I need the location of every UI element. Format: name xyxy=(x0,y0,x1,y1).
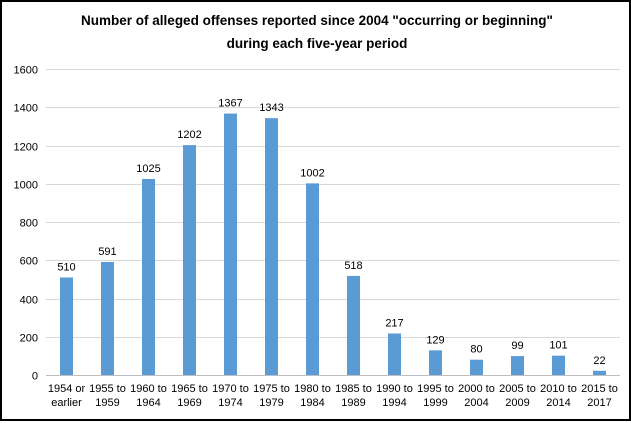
bar xyxy=(224,113,237,375)
x-tick-label: 1954 or xyxy=(48,383,86,395)
x-tick-label: 2004 xyxy=(464,397,488,409)
x-tick-label: 1994 xyxy=(382,397,406,409)
chart-title-line-2: during each five-year period xyxy=(227,36,408,51)
bar xyxy=(60,277,73,375)
gridlines xyxy=(46,69,620,338)
x-tick-label: 2017 xyxy=(587,397,611,409)
data-label: 591 xyxy=(98,246,116,258)
data-label: 99 xyxy=(511,340,523,352)
y-tick-label: 1400 xyxy=(14,103,38,115)
x-tick-label: 1980 to xyxy=(294,383,331,395)
data-label: 1367 xyxy=(218,98,242,110)
x-tick-label: 2005 to xyxy=(499,383,536,395)
data-label: 1025 xyxy=(136,163,160,175)
data-label: 101 xyxy=(549,340,567,352)
data-label: 129 xyxy=(426,334,444,346)
y-tick-label: 1000 xyxy=(14,180,38,192)
data-label: 510 xyxy=(57,261,75,273)
x-tick-label: 1970 to xyxy=(212,383,249,395)
bar xyxy=(593,370,606,375)
bar xyxy=(388,333,401,375)
y-tick-label: 400 xyxy=(20,295,38,307)
x-tick-label: 2014 xyxy=(546,397,570,409)
x-tick-label: 1969 xyxy=(177,397,201,409)
x-tick-label: 2000 to xyxy=(458,383,495,395)
bar xyxy=(306,183,319,375)
x-tick-label: 1965 to xyxy=(171,383,208,395)
data-label: 1202 xyxy=(177,129,201,141)
bar xyxy=(183,145,196,375)
x-tick-label: 1984 xyxy=(300,397,324,409)
bar xyxy=(101,261,114,375)
x-tick-label: 1985 to xyxy=(335,383,372,395)
x-tick-label: 1964 xyxy=(136,397,160,409)
x-tick-label: 2015 to xyxy=(581,383,618,395)
data-label: 80 xyxy=(470,344,482,356)
y-tick-label: 1200 xyxy=(14,142,38,154)
bar xyxy=(552,355,565,375)
bar xyxy=(347,275,360,375)
bars xyxy=(60,113,606,376)
x-tick-label: 1975 to xyxy=(253,383,290,395)
bar xyxy=(429,350,442,375)
x-tick-label: earlier xyxy=(51,397,82,409)
x-tick-label: 1989 xyxy=(341,397,365,409)
data-labels: 510 591 1025 1202 1367 1343 1002 518 217 129 80 99 1… xyxy=(57,98,605,367)
x-tick-label: 1959 xyxy=(95,397,119,409)
y-tick-label: 0 xyxy=(32,371,38,383)
x-axis: 1954 or earlier 1955 to 1959 1960 to 1964 1965… xyxy=(46,375,620,409)
x-tick-label: 1995 to xyxy=(417,383,454,395)
x-tick-label: 1974 xyxy=(218,397,242,409)
y-axis: 0 200 400 600 800 1000 1200 1400 1600 xyxy=(14,65,38,383)
x-tick-label: 1990 to xyxy=(376,383,413,395)
chart-title: Number of alleged offenses reported sinc… xyxy=(81,13,553,51)
x-tick-label: 2009 xyxy=(505,397,529,409)
data-label: 1002 xyxy=(300,167,324,179)
data-label: 1343 xyxy=(259,102,283,114)
x-tick-label: 2010 to xyxy=(540,383,577,395)
y-tick-label: 200 xyxy=(20,333,38,345)
bar xyxy=(470,359,483,375)
y-tick-label: 800 xyxy=(20,218,38,230)
y-tick-label: 600 xyxy=(20,256,38,268)
x-tick-label: 1979 xyxy=(259,397,283,409)
x-tick-label: 1999 xyxy=(423,397,447,409)
x-tick-label: 1960 to xyxy=(130,383,167,395)
x-tick-label: 1955 to xyxy=(89,383,126,395)
data-label: 518 xyxy=(344,260,362,272)
data-label: 217 xyxy=(385,317,403,329)
chart-title-line-1: Number of alleged offenses reported sinc… xyxy=(81,13,553,28)
bar xyxy=(511,356,524,375)
y-tick-label: 1600 xyxy=(14,65,38,77)
bar xyxy=(142,178,155,375)
bar xyxy=(265,118,278,376)
data-label: 22 xyxy=(593,355,605,367)
